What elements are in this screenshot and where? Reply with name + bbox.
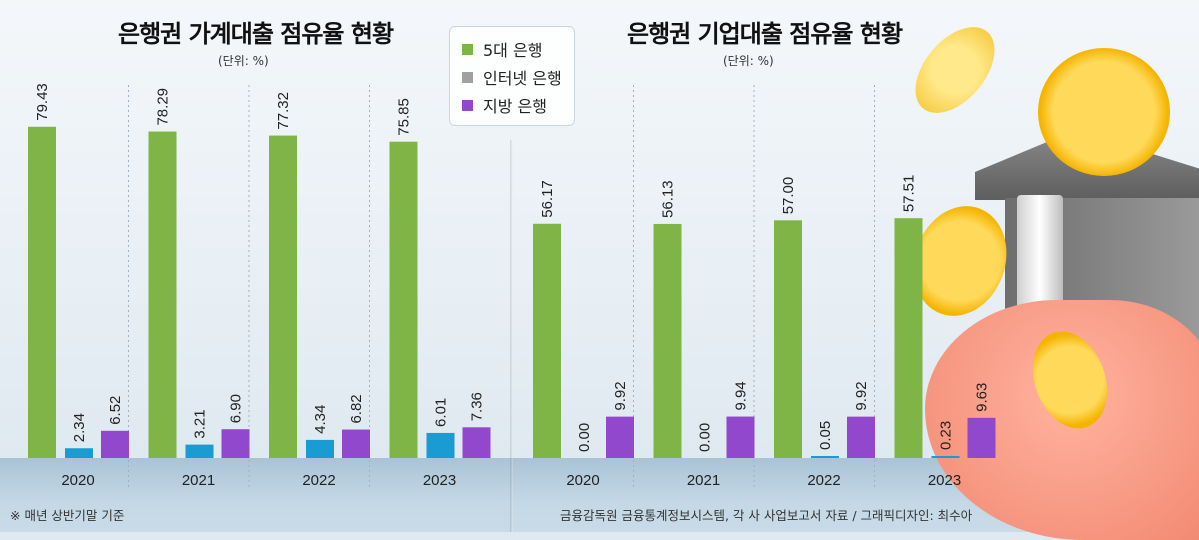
bar-0-0-1 bbox=[65, 448, 93, 458]
bar-0-2-1 bbox=[306, 439, 334, 458]
data-label: 6.90 bbox=[228, 394, 245, 423]
bar-1-1-0 bbox=[653, 223, 682, 458]
bar-0-1-1 bbox=[185, 444, 214, 458]
bar-0-3-0 bbox=[389, 141, 418, 458]
x-tick-label: 2023 bbox=[423, 472, 456, 489]
data-label: 3.21 bbox=[192, 409, 209, 438]
source-credit: 금융감독원 금융통계정보시스템, 각 사 사업보고서 자료 / 그래픽디자인: … bbox=[560, 508, 973, 523]
panel-divider bbox=[510, 140, 513, 532]
chart-title-corporate: 은행권 기업대출 점유율 현황 bbox=[627, 20, 903, 48]
bar-0-3-1 bbox=[426, 432, 455, 458]
data-label: 0.23 bbox=[938, 421, 955, 450]
unit-label-corporate: (단위: %) bbox=[723, 54, 774, 68]
data-label: 57.51 bbox=[901, 175, 918, 213]
bar-1-2-0 bbox=[774, 220, 802, 458]
data-label: 57.00 bbox=[780, 177, 797, 215]
legend-swatch bbox=[462, 71, 473, 83]
data-label: 9.63 bbox=[974, 383, 991, 412]
data-label: 6.01 bbox=[433, 398, 450, 427]
data-label: 56.13 bbox=[660, 180, 677, 218]
bar-0-0-0 bbox=[28, 126, 56, 458]
bar-1-3-0 bbox=[894, 218, 923, 458]
x-tick-label: 2021 bbox=[687, 472, 720, 489]
bar-1-1-2 bbox=[726, 416, 755, 458]
data-label: 9.92 bbox=[612, 381, 629, 410]
coin-icon bbox=[1038, 48, 1170, 176]
data-label: 79.43 bbox=[34, 83, 51, 121]
data-label: 6.52 bbox=[107, 396, 124, 425]
data-label: 56.17 bbox=[539, 180, 556, 218]
legend-label: 5대 은행 bbox=[483, 41, 543, 60]
footnote: ※ 매년 상반기말 기준 bbox=[10, 508, 125, 523]
legend-item: 인터넷 은행 bbox=[462, 63, 562, 91]
data-label: 78.29 bbox=[155, 88, 172, 126]
data-label: 0.05 bbox=[817, 421, 834, 450]
bar-1-2-2 bbox=[847, 416, 875, 458]
data-label: 2.34 bbox=[71, 413, 88, 442]
chart-title-household: 은행권 가계대출 점유율 현황 bbox=[118, 20, 394, 48]
bar-0-1-0 bbox=[148, 131, 177, 458]
legend-item: 5대 은행 bbox=[462, 35, 562, 63]
data-label: 4.34 bbox=[312, 405, 329, 434]
data-label: 7.36 bbox=[469, 392, 486, 421]
bar-1-0-0 bbox=[533, 223, 561, 458]
legend: 5대 은행 인터넷 은행 지방 은행 bbox=[449, 26, 575, 126]
bar-0-2-2 bbox=[342, 429, 370, 458]
bar-0-3-2 bbox=[462, 427, 491, 458]
bar-0-1-2 bbox=[221, 429, 250, 458]
data-label: 9.92 bbox=[853, 381, 870, 410]
x-tick-label: 2023 bbox=[928, 472, 961, 489]
x-tick-label: 2022 bbox=[807, 472, 840, 489]
bar-0-2-0 bbox=[269, 135, 297, 458]
legend-label: 인터넷 은행 bbox=[483, 69, 562, 88]
legend-label: 지방 은행 bbox=[483, 97, 547, 116]
x-tick-label: 2022 bbox=[302, 472, 335, 489]
legend-swatch bbox=[462, 43, 473, 55]
data-label: 9.94 bbox=[733, 381, 750, 410]
data-label: 0.00 bbox=[697, 423, 714, 452]
x-tick-label: 2020 bbox=[566, 472, 599, 489]
data-label: 77.32 bbox=[275, 92, 292, 130]
bar-1-3-2 bbox=[967, 417, 996, 458]
bar-1-3-1 bbox=[931, 456, 960, 458]
data-label: 6.82 bbox=[348, 394, 365, 423]
bar-1-0-2 bbox=[606, 416, 634, 458]
legend-swatch bbox=[462, 99, 473, 111]
bar-1-2-1 bbox=[811, 456, 839, 458]
x-tick-label: 2020 bbox=[61, 472, 94, 489]
x-tick-label: 2021 bbox=[182, 472, 215, 489]
data-label: 0.00 bbox=[576, 423, 593, 452]
unit-label-household: (단위: %) bbox=[218, 54, 269, 68]
data-label: 75.85 bbox=[396, 98, 413, 136]
bar-0-0-2 bbox=[101, 430, 129, 458]
legend-item: 지방 은행 bbox=[462, 91, 562, 119]
